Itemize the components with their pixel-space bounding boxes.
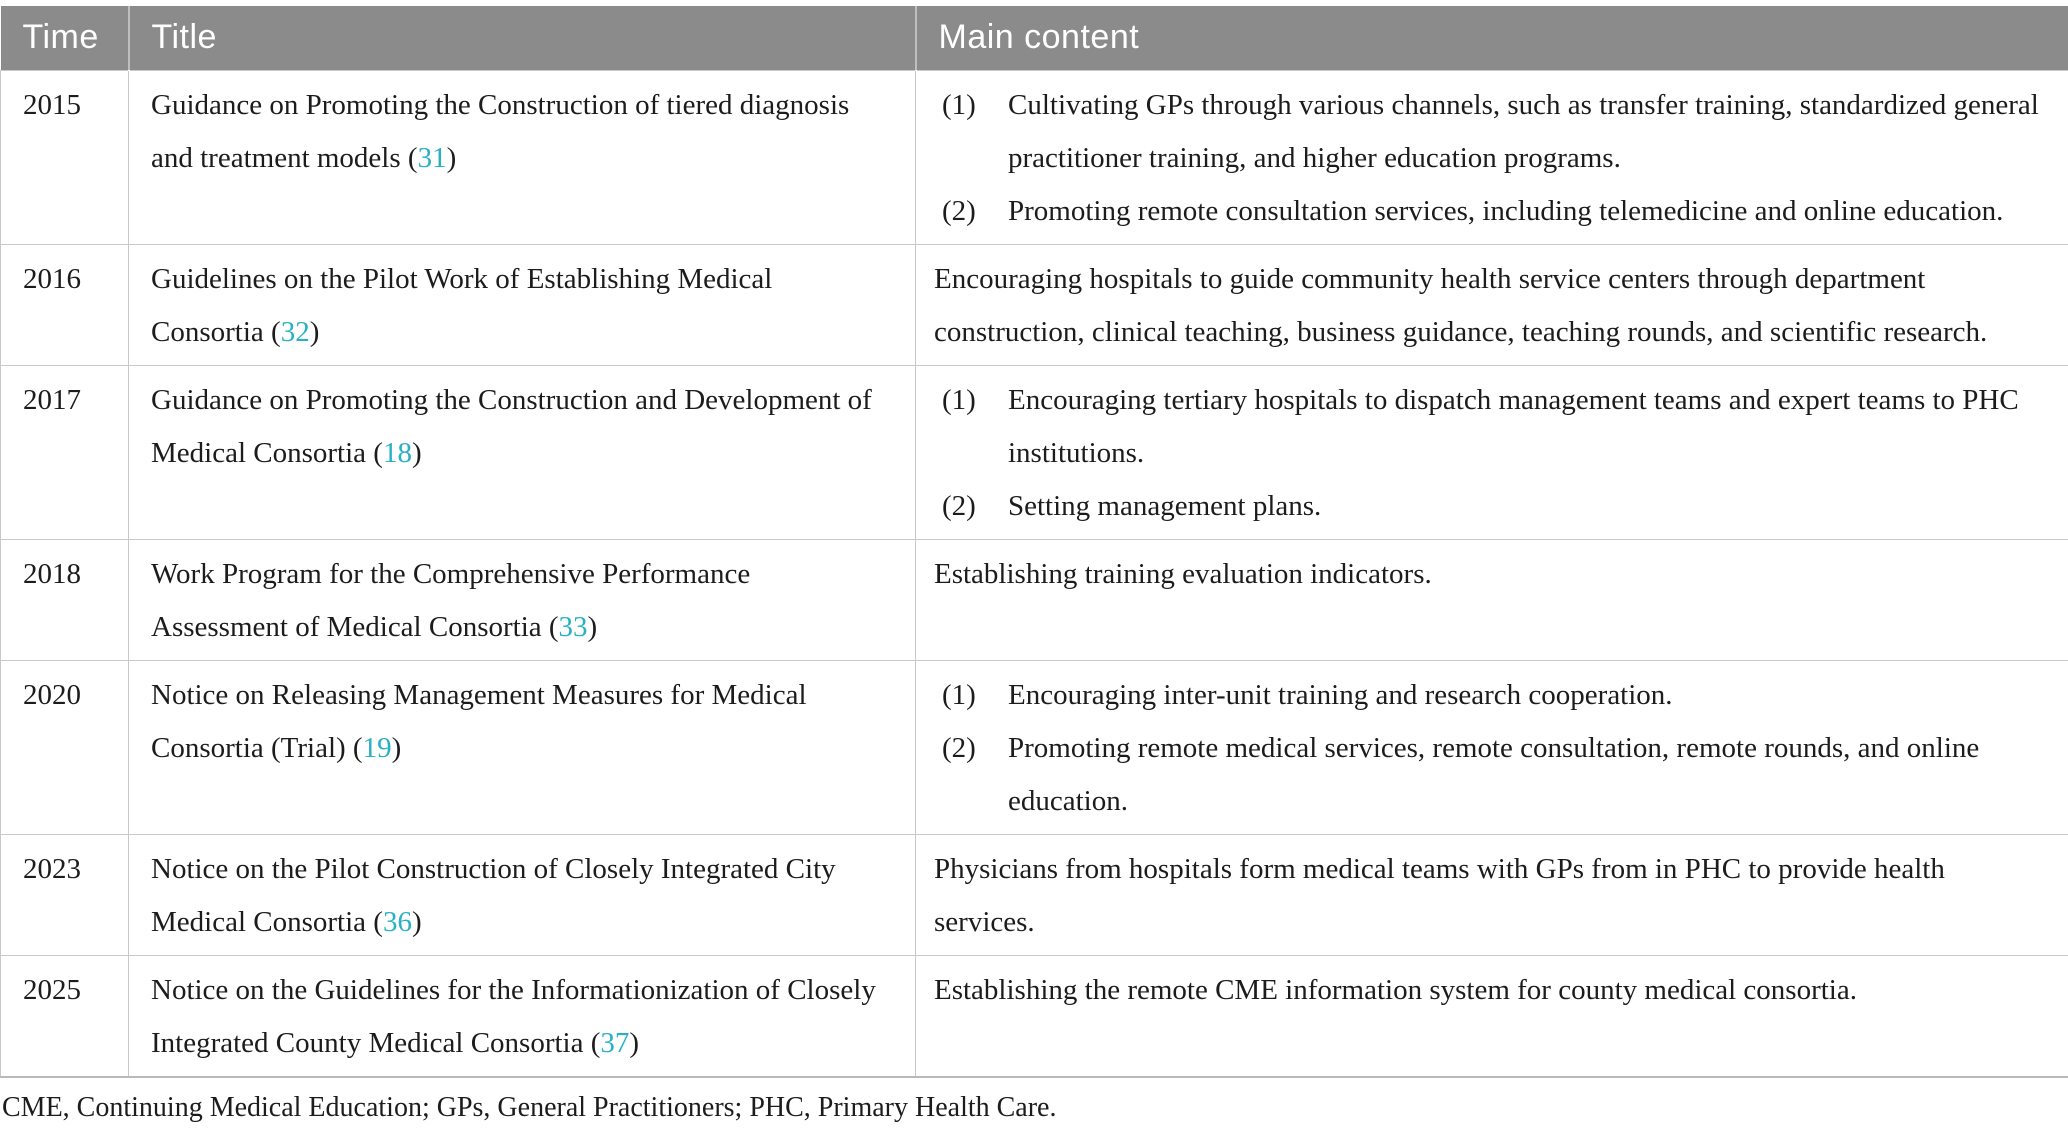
- content-item-number: (2): [942, 185, 1008, 238]
- citation-close-paren: ): [412, 906, 422, 938]
- content-text: Physicians from hospitals form medical t…: [930, 843, 2050, 949]
- content-list-item: (1)Encouraging tertiary hospitals to dis…: [930, 374, 2050, 480]
- citation-ref[interactable]: 19: [363, 732, 392, 764]
- citation-close-paren: ): [629, 1027, 639, 1059]
- policy-title-text: Notice on the Pilot Construction of Clos…: [151, 853, 836, 938]
- time-cell: 2016: [1, 244, 129, 365]
- title-cell: Guidelines on the Pilot Work of Establis…: [129, 244, 916, 365]
- policy-table: Time Title Main content 2015 Guidance on …: [0, 6, 2068, 1078]
- citation-close-paren: ): [447, 142, 457, 174]
- citation-ref[interactable]: 36: [383, 906, 412, 938]
- policy-title-text: Notice on the Guidelines for the Informa…: [151, 974, 876, 1059]
- main-content-cell: (1)Cultivating GPs through various chann…: [916, 70, 2068, 244]
- time-value: 2020: [23, 679, 81, 711]
- citation-ref[interactable]: 31: [418, 142, 447, 174]
- content-item-number: (1): [942, 79, 1008, 132]
- main-content-cell: Physicians from hospitals form medical t…: [916, 834, 2068, 955]
- content-list-item: (1)Cultivating GPs through various chann…: [930, 79, 2050, 185]
- policy-title-text: Guidance on Promoting the Construction a…: [151, 384, 872, 469]
- time-cell: 2020: [1, 660, 129, 834]
- content-text: Establishing training evaluation indicat…: [930, 548, 2050, 601]
- content-list-item: (1)Encouraging inter-unit training and r…: [930, 669, 2050, 722]
- citation-ref[interactable]: 37: [600, 1027, 629, 1059]
- policy-title-text: Work Program for the Comprehensive Perfo…: [151, 558, 750, 643]
- content-item-text: Encouraging inter-unit training and rese…: [1008, 669, 2050, 722]
- column-header-time: Time: [1, 6, 129, 70]
- time-value: 2025: [23, 974, 81, 1006]
- time-value: 2015: [23, 89, 81, 121]
- column-header-title: Title: [129, 6, 916, 70]
- content-text: Encouraging hospitals to guide community…: [930, 253, 2050, 359]
- table-row: 2015 Guidance on Promoting the Constructi…: [1, 70, 2068, 244]
- table-footnote: CME, Continuing Medical Education; GPs, …: [0, 1078, 2068, 1132]
- table-row: 2020 Notice on Releasing Management Measu…: [1, 660, 2068, 834]
- time-value: 2018: [23, 558, 81, 590]
- title-cell: Notice on Releasing Management Measures …: [129, 660, 916, 834]
- citation-close-paren: ): [588, 611, 598, 643]
- citation-close-paren: ): [310, 316, 320, 348]
- content-item-text: Setting management plans.: [1008, 480, 2050, 533]
- table-row: 2016 Guidelines on the Pilot Work of Esta…: [1, 244, 2068, 365]
- table-row: 2018 Work Program for the Comprehensive P…: [1, 539, 2068, 660]
- policy-title-text: Guidance on Promoting the Construction o…: [151, 89, 849, 174]
- citation-close-paren: ): [412, 437, 422, 469]
- table-row: 2025 Notice on the Guidelines for the Inf…: [1, 955, 2068, 1077]
- content-item-text: Promoting remote medical services, remot…: [1008, 722, 2050, 828]
- citation-ref[interactable]: 33: [559, 611, 588, 643]
- content-item-number: (1): [942, 669, 1008, 722]
- main-content-cell: Establishing training evaluation indicat…: [916, 539, 2068, 660]
- citation-ref[interactable]: 18: [383, 437, 412, 469]
- policy-title-text: Guidelines on the Pilot Work of Establis…: [151, 263, 772, 348]
- title-cell: Guidance on Promoting the Construction a…: [129, 365, 916, 539]
- time-cell: 2017: [1, 365, 129, 539]
- column-header-main-content: Main content: [916, 6, 2068, 70]
- time-value: 2023: [23, 853, 81, 885]
- content-text: Establishing the remote CME information …: [930, 964, 2050, 1017]
- content-list-item: (2)Setting management plans.: [930, 480, 2050, 533]
- content-item-number: (2): [942, 480, 1008, 533]
- citation-ref[interactable]: 32: [281, 316, 310, 348]
- content-list-item: (2)Promoting remote consultation service…: [930, 185, 2050, 238]
- title-cell: Work Program for the Comprehensive Perfo…: [129, 539, 916, 660]
- content-list-item: (2)Promoting remote medical services, re…: [930, 722, 2050, 828]
- main-content-cell: Establishing the remote CME information …: [916, 955, 2068, 1077]
- time-cell: 2025: [1, 955, 129, 1077]
- main-content-cell: (1)Encouraging tertiary hospitals to dis…: [916, 365, 2068, 539]
- content-item-number: (1): [942, 374, 1008, 427]
- content-item-text: Cultivating GPs through various channels…: [1008, 79, 2050, 185]
- content-item-number: (2): [942, 722, 1008, 775]
- content-item-text: Promoting remote consultation services, …: [1008, 185, 2050, 238]
- time-value: 2017: [23, 384, 81, 416]
- content-item-text: Encouraging tertiary hospitals to dispat…: [1008, 374, 2050, 480]
- time-cell: 2015: [1, 70, 129, 244]
- header-row: Time Title Main content: [1, 6, 2068, 70]
- title-cell: Guidance on Promoting the Construction o…: [129, 70, 916, 244]
- time-cell: 2018: [1, 539, 129, 660]
- table-body: 2015 Guidance on Promoting the Constructi…: [1, 70, 2068, 1077]
- citation-close-paren: ): [392, 732, 402, 764]
- time-value: 2016: [23, 263, 81, 295]
- title-cell: Notice on the Pilot Construction of Clos…: [129, 834, 916, 955]
- table-row: 2017 Guidance on Promoting the Constructi…: [1, 365, 2068, 539]
- time-cell: 2023: [1, 834, 129, 955]
- main-content-cell: (1)Encouraging inter-unit training and r…: [916, 660, 2068, 834]
- policy-title-text: Notice on Releasing Management Measures …: [151, 679, 807, 764]
- table-row: 2023 Notice on the Pilot Construction of …: [1, 834, 2068, 955]
- main-content-cell: Encouraging hospitals to guide community…: [916, 244, 2068, 365]
- title-cell: Notice on the Guidelines for the Informa…: [129, 955, 916, 1077]
